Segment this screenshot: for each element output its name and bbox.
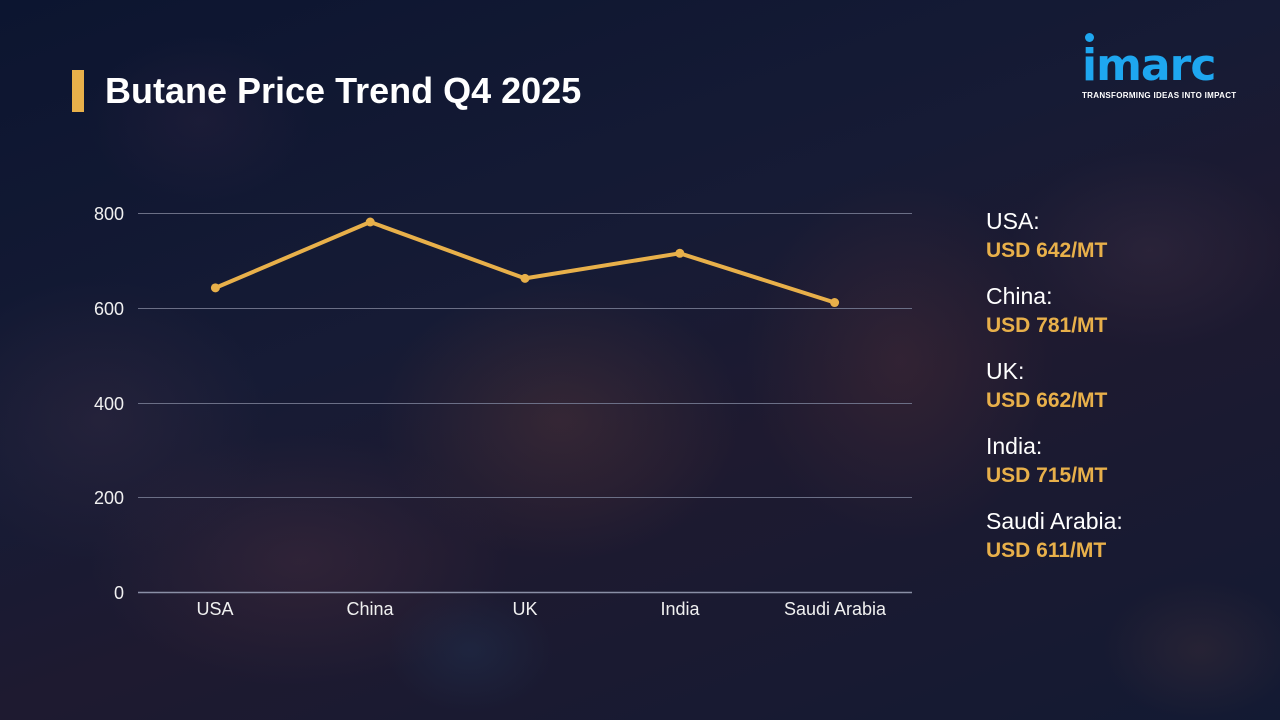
logo-tagline: TRANSFORMING IDEAS INTO IMPACT — [1082, 91, 1237, 100]
x-tick-label: USA — [196, 599, 234, 619]
logo-dot-icon — [1085, 33, 1094, 42]
price-value: USD 662/MT — [986, 389, 1108, 412]
y-tick-label: 0 — [113, 583, 124, 603]
x-tick-label: UK — [512, 599, 538, 619]
country-label: India: — [986, 433, 1043, 459]
price-summary-item: USA: USD 642/MT — [986, 206, 1123, 266]
data-point-marker — [210, 283, 220, 293]
x-tick-label: Saudi Arabia — [783, 599, 887, 619]
y-tick-label: 600 — [93, 299, 124, 319]
y-tick-label: 800 — [93, 204, 124, 224]
x-tick-label: China — [346, 599, 394, 619]
y-tick-label: 400 — [93, 394, 124, 414]
data-point-markers — [210, 217, 840, 308]
line-chart: 800 600 400 200 0 USA China UK India Sau… — [93, 204, 912, 619]
price-summary-item: Saudi Arabia: USD 611/MT — [986, 506, 1123, 566]
y-tick-label: 200 — [93, 488, 124, 508]
price-summary-panel: USA: USD 642/MT China: USD 781/MT UK: US… — [986, 206, 1123, 581]
price-value: USD 715/MT — [986, 464, 1108, 487]
price-value: USD 642/MT — [986, 239, 1108, 262]
data-point-marker — [830, 298, 840, 308]
chart-plot-area — [138, 213, 912, 594]
country-label: UK: — [986, 358, 1025, 384]
country-label: USA: — [986, 208, 1040, 234]
price-summary-item: UK: USD 662/MT — [986, 356, 1123, 416]
price-value: USD 781/MT — [986, 314, 1108, 337]
x-tick-label: India — [660, 599, 700, 619]
data-point-marker — [365, 217, 375, 227]
country-label: Saudi Arabia: — [986, 508, 1123, 534]
price-summary-item: India: USD 715/MT — [986, 431, 1123, 491]
price-line — [214, 220, 836, 305]
data-point-marker — [520, 273, 530, 283]
price-value: USD 611/MT — [986, 539, 1107, 562]
page-title: Butane Price Trend Q4 2025 — [105, 70, 582, 111]
data-point-marker — [675, 248, 685, 258]
country-label: China: — [986, 283, 1053, 309]
chart-gridlines — [138, 213, 912, 594]
price-summary-item: China: USD 781/MT — [986, 281, 1123, 341]
logo-wordmark: imarc — [1082, 40, 1216, 91]
imarc-logo: imarc TRANSFORMING IDEAS INTO IMPACT — [1082, 33, 1247, 100]
title-accent-bar — [72, 70, 84, 112]
